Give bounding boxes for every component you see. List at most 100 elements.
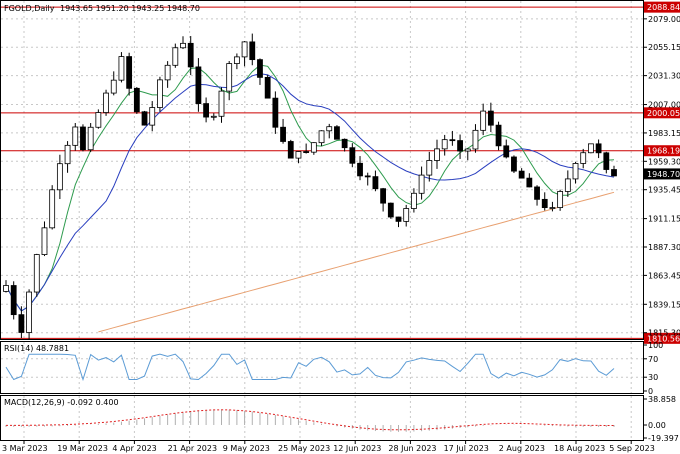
candle-body [511,156,517,172]
price-tick-label: 1935.45 [648,186,680,195]
date-tick-label: 19 Mar 2023 [57,444,108,453]
macd-panel: MACD(12,26,9) -0.092 0.400 38.858 0.00 -19… [4,395,679,443]
rsi-tick-label: 30 [648,373,658,382]
candle-body [41,227,48,255]
date-tick-label: 2 Aug 2023 [499,444,545,453]
candle-body [18,314,25,333]
candle-body [387,202,394,218]
macd-signal-line [6,409,614,431]
candle-body [141,111,148,126]
rsi-line [5,353,615,382]
date-tick-label: 12 Jun 2023 [333,444,381,453]
candle-body [180,42,186,49]
candle-body [595,143,602,154]
candle-body [395,216,402,222]
candle-body [287,141,294,159]
date-tick-label: 3 Mar 2023 [2,444,48,453]
candle-body [164,64,171,81]
macd-tick-label: -19.397 [648,434,679,443]
candle-body [434,148,440,161]
candle-body [457,140,463,152]
candle-body [603,152,610,170]
candle-body [349,147,356,164]
candle-body [426,160,433,176]
candle-body [87,126,94,151]
candle-body [10,285,17,316]
candle-body [157,79,163,108]
candle-body [264,76,271,99]
ma-slow-line [98,191,615,333]
candle-body [557,191,564,208]
candle-body [357,162,363,177]
candle-body [464,148,471,152]
price-tick-label: 1911.15 [648,215,680,224]
candle-body [310,142,317,153]
candle-body [133,87,140,113]
date-tick-label: 18 Aug 2023 [554,444,605,453]
macd-histogram [5,409,615,432]
candle-body [3,285,9,292]
macd-label: MACD(12,26,9) -0.092 0.400 [4,398,119,407]
candle-body [110,79,117,94]
candle-body [241,41,248,58]
level-label: 2088.84 [647,3,680,12]
candle-body [380,188,387,204]
candle-body [611,169,617,177]
candle-body [233,56,240,64]
candle-body [218,90,225,117]
candle-body [580,152,587,164]
candle-body [295,151,302,159]
candle-body [572,163,579,180]
price-tick-label: 1887.30 [648,243,680,252]
candle-body [364,175,371,178]
candle-body [503,145,510,158]
candle-body [318,130,325,144]
candle-body [549,207,556,209]
rsi-tick-label: 100 [648,341,663,350]
price-tick-label: 2007.00 [648,101,680,110]
date-tick-label: 9 May 2023 [223,444,270,453]
candle-body [226,63,233,92]
level-tag [644,1,680,13]
candle-body [564,178,571,192]
candle-body [372,176,379,190]
candle-body [526,177,533,188]
candle-body [126,56,133,89]
candle-body [403,208,410,222]
candle-body [80,126,86,151]
candle-body [249,41,256,61]
candle-body [441,139,448,150]
price-tick-label: 2079.00 [648,15,680,24]
candle-body [103,92,109,113]
candle-body [418,174,425,194]
symbol-label: FGOLD,Daily [4,4,55,13]
candle-body [534,186,540,200]
candle-body [195,66,202,104]
candle-body [210,115,217,118]
price-tick-label: 1839.15 [648,300,680,309]
price-tick-label: 1815.30 [648,329,680,338]
candle-body [341,138,348,149]
date-tick-label: 4 Apr 2023 [112,444,156,453]
price-tick-label: 1959.30 [648,157,680,166]
price-tick-label: 1863.45 [648,271,680,280]
price-tick-label: 2055.15 [648,43,680,52]
candle-body [172,47,179,66]
current-price-label: 1948.70 [647,170,680,179]
candle-body [472,129,479,150]
macd-tick-label: 38.858 [648,395,676,404]
candle-body [449,139,456,142]
grid-lines [1,1,643,440]
candle-body [72,126,79,146]
price-axis: 2079.00 2055.15 2031.30 2007.00 1983.15 1959.… [643,15,680,338]
date-tick-label: 28 Jun 2023 [388,444,436,453]
candle-body [334,126,340,140]
date-axis: 3 Mar 2023 19 Mar 2023 4 Apr 2023 21 Apr 20… [2,440,655,453]
rsi-panel: RSI(14) 48.7881 100 70 30 0 [1,341,663,396]
candle-body [64,144,71,165]
candle-body [149,107,156,126]
candle-body [541,198,548,209]
candle-body [33,254,40,293]
date-tick-label: 25 May 2023 [278,444,330,453]
